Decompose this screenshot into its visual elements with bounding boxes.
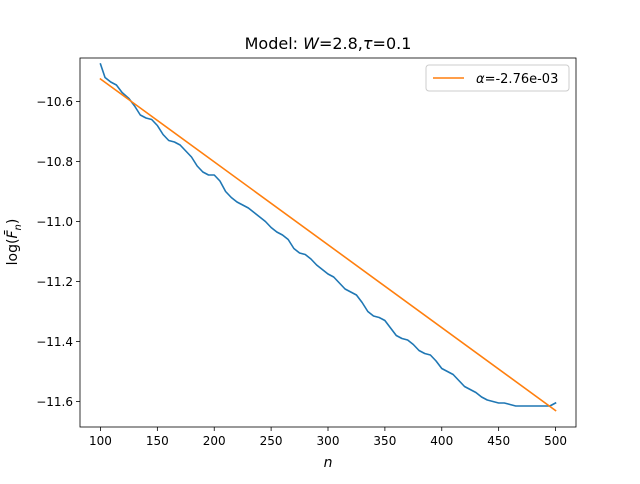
- x-tick-label: 500: [544, 434, 567, 448]
- y-tick-label: −11.6: [36, 395, 73, 409]
- y-tick-label: −11.0: [36, 215, 73, 229]
- y-tick-label: −10.8: [36, 155, 73, 169]
- x-axis-label: n: [324, 455, 333, 471]
- x-tick-label: 150: [146, 434, 169, 448]
- y-tick-label: −11.4: [36, 335, 73, 349]
- x-tick-label: 400: [430, 434, 453, 448]
- y-tick-label: −10.6: [36, 95, 73, 109]
- x-tick-label: 100: [89, 434, 112, 448]
- x-tick-label: 250: [260, 434, 283, 448]
- x-axis-ticks: 100 150 200 250 300 350 400 450 500: [89, 427, 567, 448]
- y-axis-label: log(F̄n): [3, 219, 24, 266]
- y-tick-label: −11.2: [36, 275, 73, 289]
- fit-line: [99, 77, 557, 412]
- y-axis-ticks: −10.6 −10.8 −11.0 −11.2 −11.4 −11.6: [36, 95, 80, 409]
- legend-label-fit-line: α=-2.76e-03: [476, 72, 558, 87]
- legend: α=-2.76e-03: [425, 64, 570, 92]
- series-layer: [99, 62, 557, 412]
- chart-title: Model: W=2.8,τ=0.1: [245, 34, 412, 53]
- data-series-line: [99, 62, 557, 407]
- legend-box: [425, 64, 570, 92]
- x-tick-label: 200: [203, 434, 226, 448]
- x-tick-label: 450: [487, 434, 510, 448]
- x-tick-label: 350: [373, 434, 396, 448]
- x-tick-label: 300: [317, 434, 340, 448]
